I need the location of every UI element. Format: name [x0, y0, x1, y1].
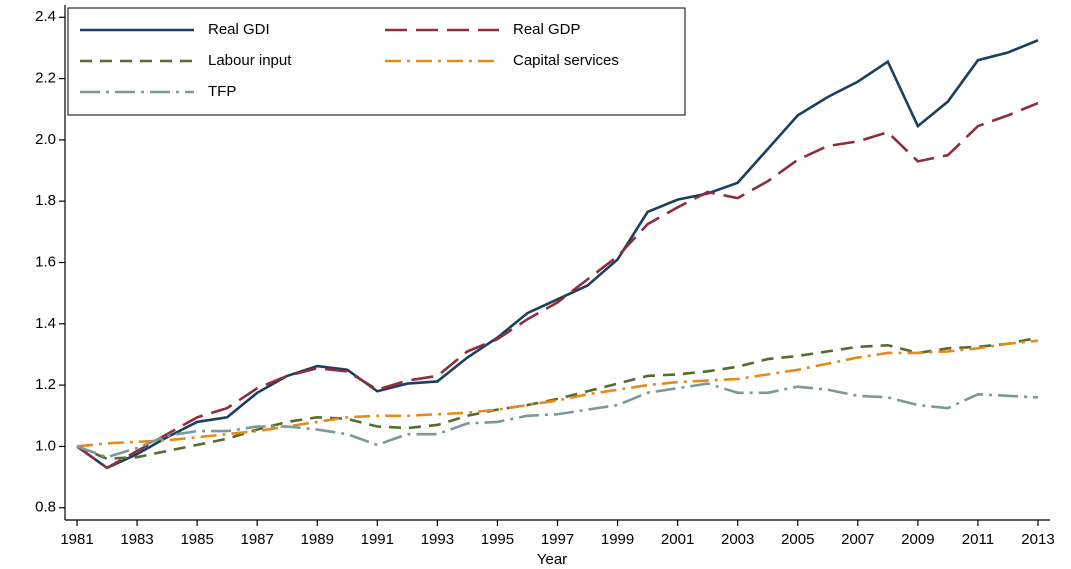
x-tick-label: 2007: [841, 531, 874, 548]
legend-label: Real GDP: [513, 21, 581, 38]
legend-label: Real GDI: [208, 21, 270, 38]
y-tick-label: 1.4: [35, 315, 56, 332]
x-tick-label: 2001: [661, 531, 694, 548]
x-tick-label: 2003: [721, 531, 754, 548]
x-tick-label: 2011: [962, 531, 994, 548]
x-tick-label: 1987: [241, 531, 274, 548]
x-axis-label: Year: [537, 551, 567, 568]
x-tick-label: 1993: [421, 531, 454, 548]
y-tick-label: 1.2: [35, 376, 56, 393]
legend-label: Capital services: [513, 52, 619, 69]
y-tick-label: 1.6: [35, 253, 56, 270]
x-tick-label: 1991: [361, 531, 394, 548]
legend-label: Labour input: [208, 52, 292, 69]
y-tick-label: 2.0: [35, 131, 56, 148]
x-tick-label: 1997: [541, 531, 574, 548]
y-tick-label: 1.0: [35, 437, 56, 454]
legend-label: TFP: [208, 83, 236, 100]
y-tick-label: 2.2: [35, 70, 56, 87]
series-line: [76, 101, 1039, 470]
y-tick-label: 0.8: [35, 499, 56, 516]
x-tick-label: 1995: [481, 531, 514, 548]
series-line: [76, 339, 1039, 448]
x-tick-label: 1983: [120, 531, 153, 548]
y-tick-label: 2.4: [35, 8, 56, 25]
x-tick-label: 1999: [601, 531, 634, 548]
series-line: [76, 336, 1039, 461]
x-tick-label: 1981: [60, 531, 93, 548]
series-line: [76, 382, 1039, 459]
x-tick-label: 2005: [781, 531, 814, 548]
y-tick-label: 1.8: [35, 192, 56, 209]
x-tick-label: 1989: [301, 531, 334, 548]
x-tick-label: 1985: [180, 531, 213, 548]
series-line: [76, 39, 1039, 470]
x-tick-label: 2013: [1021, 531, 1054, 548]
x-tick-label: 2009: [901, 531, 934, 548]
